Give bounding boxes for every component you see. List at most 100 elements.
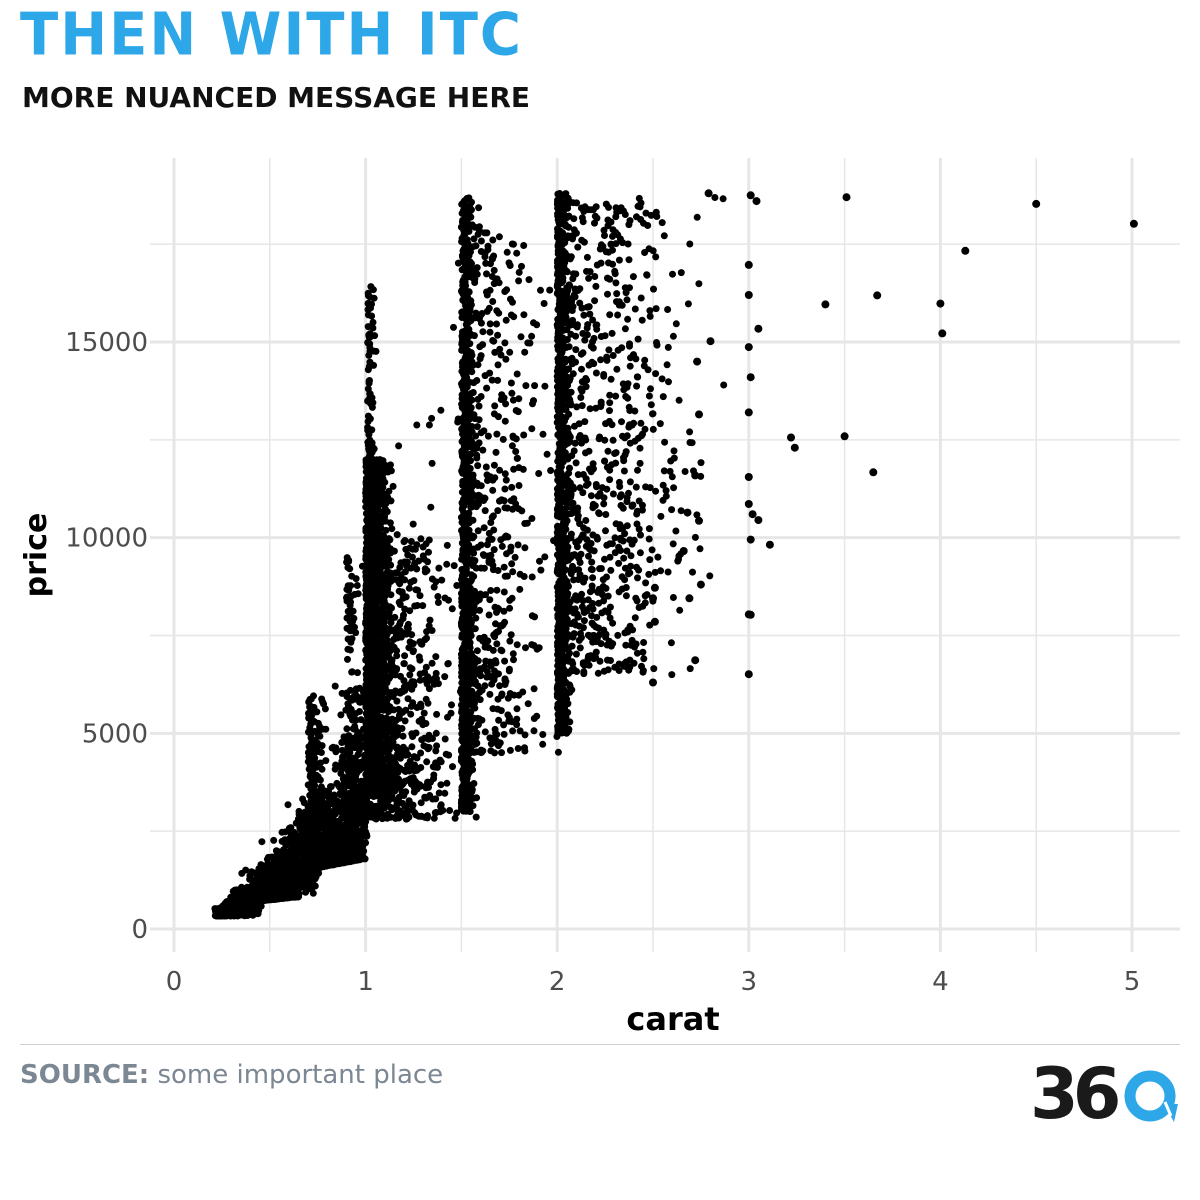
data-point <box>390 547 398 555</box>
data-point <box>396 564 404 571</box>
data-point <box>364 712 372 720</box>
data-point <box>300 868 308 876</box>
data-point <box>401 717 409 725</box>
data-point <box>423 628 431 636</box>
data-point <box>367 745 375 753</box>
data-point <box>384 610 392 618</box>
data-point <box>379 802 387 810</box>
data-point <box>379 475 387 483</box>
data-point <box>433 710 441 718</box>
data-point <box>387 803 394 811</box>
data-point <box>387 569 395 577</box>
data-point <box>429 795 437 803</box>
data-point <box>366 453 374 461</box>
data-point <box>258 838 266 846</box>
data-point <box>332 859 340 867</box>
data-point <box>404 751 412 759</box>
data-point <box>276 866 283 874</box>
data-point <box>244 889 252 897</box>
data-point <box>448 605 456 613</box>
data-point <box>435 789 443 797</box>
data-point <box>325 849 333 857</box>
data-point <box>365 333 373 341</box>
data-point <box>366 552 374 560</box>
data-point <box>384 734 392 742</box>
data-point <box>434 763 441 771</box>
data-point <box>408 730 416 738</box>
data-point <box>365 805 373 813</box>
data-point <box>326 834 334 842</box>
data-point <box>405 813 413 821</box>
data-point <box>248 900 256 908</box>
data-point <box>379 600 387 607</box>
data-point <box>309 889 317 897</box>
data-point <box>335 818 343 826</box>
data-point <box>451 814 459 822</box>
data-point <box>392 813 400 821</box>
data-point <box>391 671 399 679</box>
data-point <box>292 864 300 872</box>
data-point <box>257 891 265 899</box>
data-point <box>402 788 410 796</box>
data-point <box>305 874 313 882</box>
data-point <box>287 859 294 867</box>
data-point <box>363 632 371 640</box>
data-point <box>371 644 379 652</box>
data-point <box>268 892 276 900</box>
data-point <box>242 866 250 874</box>
data-point <box>335 782 343 790</box>
data-point <box>398 588 406 596</box>
data-point <box>387 591 395 599</box>
data-point <box>257 880 265 888</box>
data-point <box>311 882 319 890</box>
data-point <box>393 531 401 539</box>
data-point <box>369 497 376 505</box>
data-point <box>417 799 425 807</box>
data-point <box>286 870 294 878</box>
data-point <box>255 907 263 915</box>
data-point <box>235 910 243 918</box>
data-point <box>278 858 286 866</box>
data-point <box>433 742 441 750</box>
data-point <box>419 719 427 727</box>
data-point <box>367 619 374 627</box>
data-point <box>391 754 398 762</box>
data-point <box>424 778 432 786</box>
data-point <box>417 700 425 708</box>
data-point <box>332 744 340 752</box>
data-point <box>371 511 379 519</box>
data-point <box>298 874 306 882</box>
data-point <box>409 648 417 656</box>
data-point <box>438 576 446 584</box>
data-point <box>437 781 445 789</box>
data-point <box>356 766 364 774</box>
data-point <box>443 560 451 568</box>
data-point <box>384 640 392 648</box>
data-point <box>331 682 339 690</box>
data-point <box>362 646 370 654</box>
data-point <box>291 830 299 838</box>
data-point <box>387 467 395 475</box>
data-point <box>384 750 392 758</box>
data-point <box>369 636 377 644</box>
data-point <box>385 487 393 495</box>
data-point <box>424 673 432 681</box>
chart-subtitle: MORE NUANCED MESSAGE HERE <box>22 81 531 114</box>
data-point <box>282 841 290 849</box>
data-point <box>251 869 259 877</box>
data-point <box>333 849 341 857</box>
data-point <box>407 702 415 710</box>
data-point <box>379 535 387 542</box>
data-point <box>334 833 342 840</box>
data-point <box>285 835 293 843</box>
data-point <box>337 791 345 799</box>
data-point <box>372 662 380 670</box>
data-point <box>375 592 383 600</box>
data-point <box>386 647 394 655</box>
data-point <box>330 817 338 825</box>
data-point <box>435 564 443 572</box>
data-point <box>366 528 374 536</box>
data-point <box>392 779 400 787</box>
data-point <box>406 638 414 646</box>
data-point <box>235 900 242 908</box>
